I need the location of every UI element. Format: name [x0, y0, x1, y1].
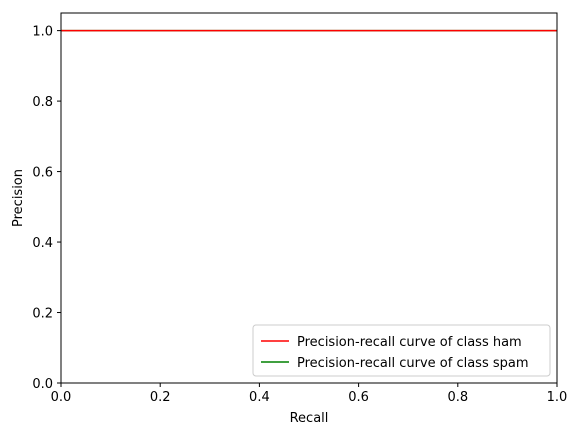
x-tick-label: 0.8: [447, 390, 468, 405]
x-axis-ticks: 0.0 0.2 0.4 0.6 0.8 1.0: [51, 383, 568, 405]
legend-label: Precision-recall curve of class spam: [297, 356, 529, 371]
y-tick-label: 0.4: [32, 236, 53, 251]
x-tick-label: 1.0: [547, 390, 568, 405]
x-tick-label: 0.4: [249, 390, 270, 405]
y-axis-title: Precision: [11, 169, 26, 227]
y-tick-label: 0.8: [32, 95, 53, 110]
y-tick-label: 0.2: [32, 307, 53, 322]
x-tick-label: 0.0: [51, 390, 72, 405]
y-tick-label: 0.6: [32, 166, 53, 181]
axes-frame: [60, 12, 558, 384]
legend-label: Precision-recall curve of class ham: [297, 335, 522, 350]
legend: Precision-recall curve of class ham Preci…: [252, 324, 551, 377]
x-axis-title: Recall: [290, 411, 329, 426]
x-tick-label: 0.2: [150, 390, 171, 405]
x-tick-label: 0.6: [348, 390, 369, 405]
y-tick-label: 0.0: [32, 377, 53, 392]
y-tick-label: 1.0: [32, 25, 53, 40]
legend-box: [252, 324, 551, 377]
y-axis-ticks: 0.0 0.2 0.4 0.6 0.8 1.0: [32, 25, 61, 392]
